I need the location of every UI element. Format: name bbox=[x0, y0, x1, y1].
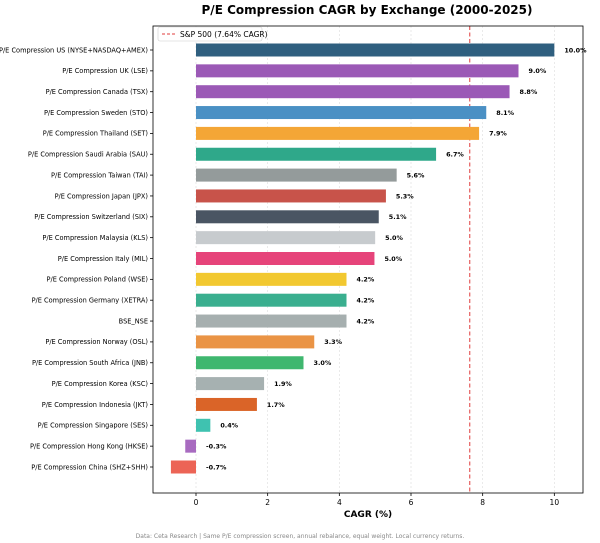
value-label: 0.4% bbox=[220, 422, 238, 430]
category-label: P/E Compression UK (LSE) bbox=[62, 67, 148, 75]
category-label: P/E Compression Sweden (STO) bbox=[44, 109, 148, 117]
legend-label: S&P 500 (7.64% CAGR) bbox=[180, 30, 268, 39]
value-label: 1.9% bbox=[274, 380, 292, 388]
bar bbox=[196, 397, 257, 411]
category-labels: P/E Compression US (NYSE+NASDAQ+AMEX) P/E… bbox=[0, 46, 153, 471]
value-label: 9.0% bbox=[529, 67, 547, 75]
bar bbox=[196, 147, 437, 161]
x-tick-label: 2 bbox=[265, 498, 270, 507]
bar bbox=[196, 64, 519, 78]
category-label: P/E Compression China (SHZ+SHH) bbox=[31, 463, 148, 471]
category-label: P/E Compression South Africa (JNB) bbox=[32, 359, 148, 367]
bar bbox=[196, 210, 379, 224]
category-label: P/E Compression Korea (KSC) bbox=[52, 380, 148, 388]
bar bbox=[196, 272, 347, 286]
bar bbox=[196, 43, 555, 57]
value-label: 8.1% bbox=[496, 109, 514, 117]
x-tick-label: 6 bbox=[409, 498, 414, 507]
category-label: P/E Compression Switzerland (SIX) bbox=[34, 213, 148, 221]
bar bbox=[196, 252, 375, 265]
bar bbox=[196, 293, 347, 307]
value-label: 5.0% bbox=[384, 255, 402, 263]
bar bbox=[196, 189, 386, 203]
chart-title: P/E Compression CAGR by Exchange (2000-2… bbox=[202, 3, 533, 17]
bar bbox=[196, 314, 347, 328]
value-label: 5.1% bbox=[389, 213, 407, 221]
bar bbox=[196, 335, 315, 349]
value-label: -0.7% bbox=[206, 463, 227, 471]
value-label: 5.6% bbox=[407, 171, 425, 179]
bar bbox=[196, 85, 510, 99]
category-label: BSE_NSE bbox=[119, 317, 148, 325]
x-axis-label: CAGR (%) bbox=[344, 510, 392, 520]
category-label: P/E Compression Singapore (SES) bbox=[38, 422, 148, 430]
value-label: 1.7% bbox=[267, 401, 285, 409]
category-label: P/E Compression Norway (OSL) bbox=[45, 338, 148, 346]
category-label: P/E Compression Japan (JPX) bbox=[55, 192, 148, 200]
category-label: P/E Compression Thailand (SET) bbox=[43, 130, 148, 138]
value-label: 5.0% bbox=[385, 234, 403, 242]
bars bbox=[170, 43, 555, 474]
value-label: 10.0% bbox=[564, 46, 587, 54]
bar bbox=[196, 356, 304, 370]
bar bbox=[185, 439, 196, 453]
legend: S&P 500 (7.64% CAGR) bbox=[157, 26, 268, 42]
bar bbox=[196, 231, 376, 245]
bar bbox=[170, 460, 196, 474]
x-tick-label: 0 bbox=[194, 498, 199, 507]
value-label: 5.3% bbox=[396, 192, 414, 200]
bar bbox=[196, 418, 211, 432]
value-label: 3.0% bbox=[314, 359, 332, 367]
x-tick-label: 4 bbox=[337, 498, 342, 507]
category-label: P/E Compression Poland (WSE) bbox=[47, 276, 148, 284]
category-label: P/E Compression Malaysia (KLS) bbox=[42, 234, 148, 242]
category-label: P/E Compression Hong Kong (HKSE) bbox=[30, 442, 148, 450]
value-label: 6.7% bbox=[446, 151, 464, 159]
value-label: 4.2% bbox=[357, 297, 375, 305]
value-label: -0.3% bbox=[206, 442, 227, 450]
x-tick-label: 10 bbox=[550, 498, 560, 507]
bar bbox=[196, 168, 397, 182]
legend-box bbox=[157, 26, 263, 42]
category-label: P/E Compression Saudi Arabia (SAU) bbox=[28, 151, 148, 159]
x-axis-ticks: 0 2 4 6 8 10 bbox=[194, 493, 560, 507]
value-label: 4.2% bbox=[357, 276, 375, 284]
value-label: 8.8% bbox=[520, 88, 538, 96]
value-label: 4.2% bbox=[357, 317, 375, 325]
value-labels: 10.0% 9.0% 8.8% 8.1% 7.9% 6.7% 5.6% 5.3% 5.1% 5.0… bbox=[206, 46, 587, 471]
category-label: P/E Compression Canada (TSX) bbox=[46, 88, 148, 96]
category-label: P/E Compression Germany (XETRA) bbox=[32, 297, 148, 305]
value-label: 7.9% bbox=[489, 130, 507, 138]
bar bbox=[196, 377, 265, 391]
value-label: 3.3% bbox=[324, 338, 342, 346]
x-tick-label: 8 bbox=[480, 498, 485, 507]
category-label: P/E Compression Taiwan (TAI) bbox=[51, 171, 148, 179]
category-label: P/E Compression US (NYSE+NASDAQ+AMEX) bbox=[0, 46, 148, 54]
bar bbox=[196, 126, 480, 140]
bar bbox=[196, 106, 487, 120]
footnote: Data: Ceta Research | Same P/E compressi… bbox=[136, 533, 465, 540]
axes-frame bbox=[152, 25, 584, 494]
category-label: P/E Compression Indonesia (JKT) bbox=[42, 401, 148, 409]
category-label: P/E Compression Italy (MIL) bbox=[58, 255, 148, 263]
